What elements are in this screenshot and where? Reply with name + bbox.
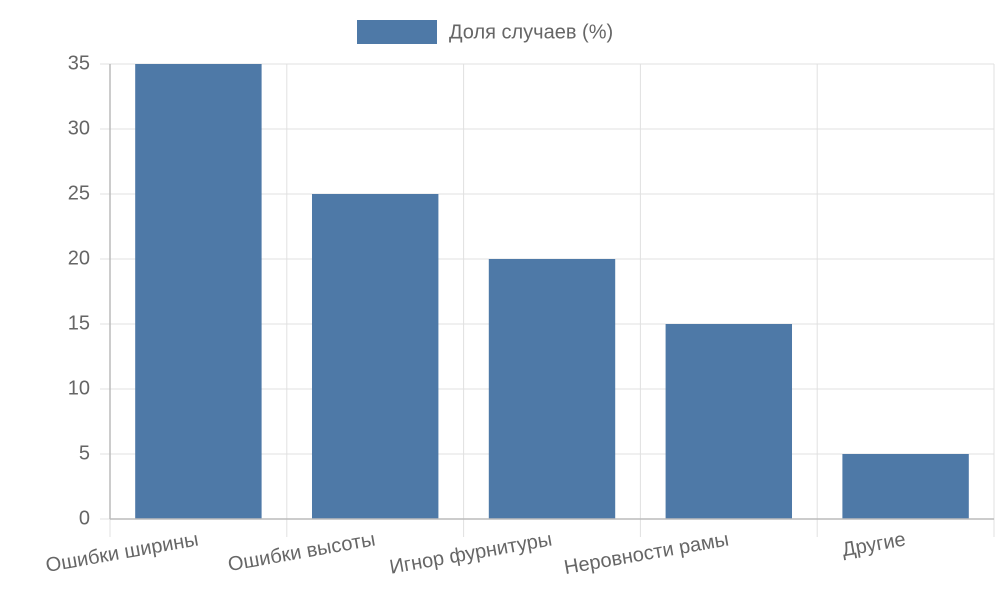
y-tick-label: 35 <box>68 52 90 74</box>
x-tick-label: Неровности рамы <box>562 528 730 579</box>
y-tick-label: 15 <box>68 312 90 334</box>
bar <box>665 324 793 519</box>
x-tick-label: Ошибки высоты <box>226 528 377 576</box>
y-tick-label: 20 <box>68 247 90 269</box>
legend-label: Доля случаев (%) <box>449 21 613 43</box>
y-tick-label: 30 <box>68 117 90 139</box>
y-tick-label: 25 <box>68 182 90 204</box>
bar <box>311 194 439 519</box>
x-tick-label: Игнор фурнитуры <box>388 528 554 578</box>
bar <box>488 259 616 519</box>
y-tick-label: 0 <box>79 507 90 529</box>
x-tick-label: Другие <box>840 528 907 561</box>
y-tick-label: 10 <box>68 377 90 399</box>
y-tick-label: 5 <box>79 442 90 464</box>
bar <box>842 454 969 519</box>
x-tick-label: Ошибки ширины <box>44 528 200 577</box>
legend-swatch <box>357 20 437 44</box>
bar <box>135 64 262 519</box>
